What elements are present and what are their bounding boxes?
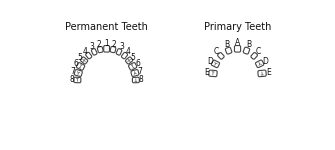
FancyBboxPatch shape [86, 52, 92, 59]
FancyBboxPatch shape [122, 52, 128, 59]
Text: 8: 8 [70, 75, 74, 84]
FancyBboxPatch shape [104, 46, 110, 52]
Text: 2: 2 [97, 40, 102, 49]
Text: 5: 5 [131, 52, 136, 62]
FancyBboxPatch shape [132, 77, 139, 83]
Text: 7: 7 [138, 67, 143, 76]
Text: 4: 4 [125, 47, 130, 56]
FancyBboxPatch shape [110, 46, 116, 53]
Text: D: D [207, 57, 213, 66]
Text: 5: 5 [77, 52, 82, 62]
Text: D: D [262, 57, 268, 66]
Text: A: A [235, 38, 240, 47]
FancyBboxPatch shape [258, 70, 266, 77]
Text: 7: 7 [71, 67, 75, 76]
FancyBboxPatch shape [74, 77, 81, 83]
FancyBboxPatch shape [217, 52, 224, 59]
FancyBboxPatch shape [225, 47, 232, 54]
Text: C: C [256, 47, 261, 56]
FancyBboxPatch shape [131, 70, 139, 76]
Text: B: B [246, 40, 251, 49]
Text: 4: 4 [83, 47, 88, 56]
Text: 8: 8 [139, 75, 144, 84]
FancyBboxPatch shape [209, 70, 217, 77]
Text: B: B [224, 40, 229, 49]
FancyBboxPatch shape [97, 46, 103, 53]
Text: 6: 6 [73, 59, 78, 68]
Text: E: E [266, 68, 271, 77]
FancyBboxPatch shape [116, 49, 122, 55]
FancyBboxPatch shape [74, 70, 82, 76]
Text: Permanent Teeth: Permanent Teeth [65, 22, 148, 32]
FancyBboxPatch shape [91, 49, 97, 55]
FancyBboxPatch shape [256, 60, 264, 68]
Text: E: E [204, 68, 209, 77]
FancyBboxPatch shape [251, 52, 258, 59]
Text: 2: 2 [112, 40, 117, 49]
Text: 3: 3 [119, 42, 124, 51]
FancyBboxPatch shape [211, 60, 219, 68]
FancyBboxPatch shape [76, 63, 85, 70]
FancyBboxPatch shape [80, 57, 88, 64]
Text: 6: 6 [135, 59, 140, 68]
Text: C: C [214, 47, 219, 56]
Text: Primary Teeth: Primary Teeth [204, 22, 271, 32]
Text: 1: 1 [104, 39, 109, 48]
FancyBboxPatch shape [126, 57, 133, 64]
FancyBboxPatch shape [234, 46, 241, 52]
FancyBboxPatch shape [243, 47, 250, 54]
FancyBboxPatch shape [129, 63, 137, 70]
Text: 3: 3 [89, 42, 94, 51]
